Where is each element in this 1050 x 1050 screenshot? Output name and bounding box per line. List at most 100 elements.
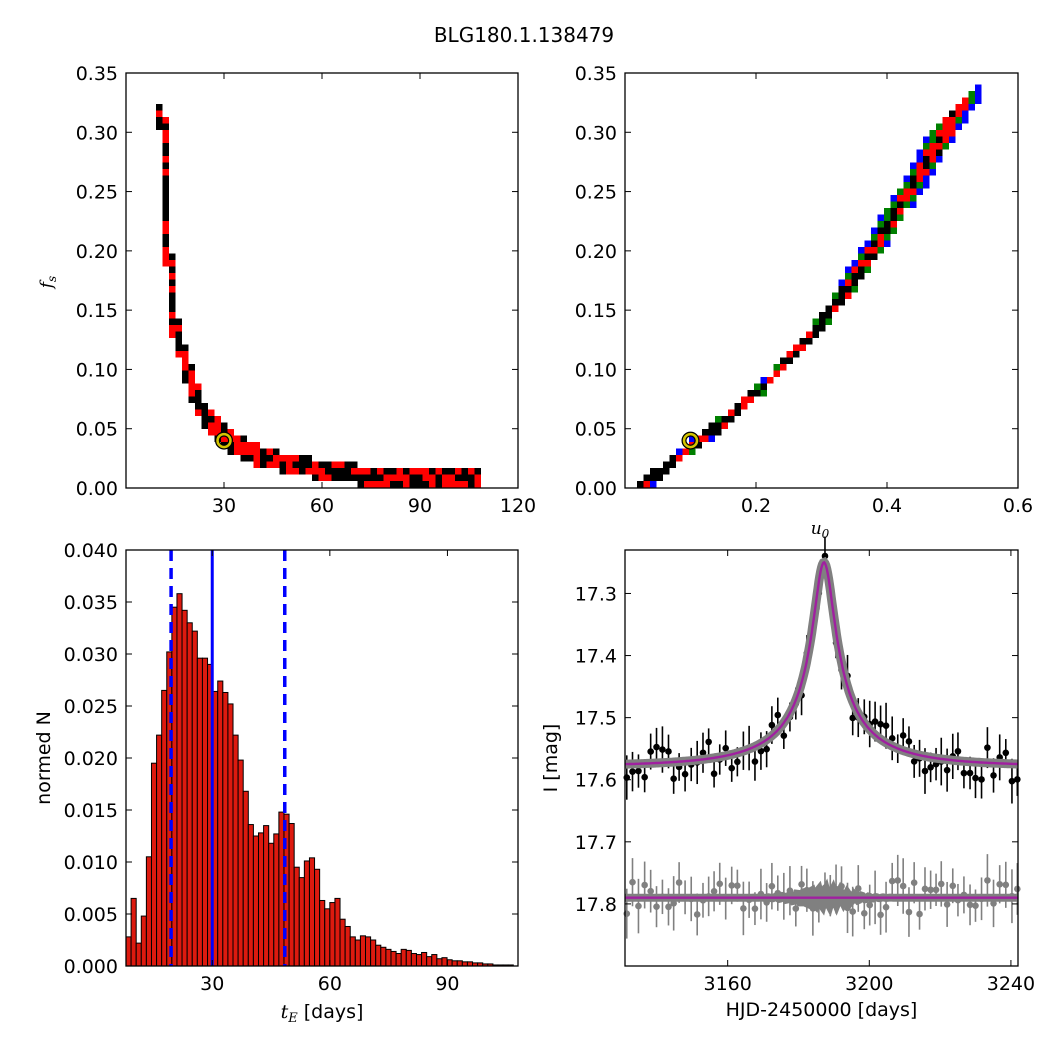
heatmap-cell — [195, 396, 202, 403]
histogram-bar — [308, 857, 316, 967]
heatmap-cell — [169, 331, 176, 338]
heatmap-cell — [884, 227, 891, 234]
heatmap-cell — [721, 422, 728, 429]
histogram-bar — [273, 833, 280, 967]
heatmap-cell — [910, 188, 917, 195]
heatmap-cell — [403, 481, 410, 488]
panel-te-histogram: 30 60 900.0000.0050.0100.0150.0200.0250.03… — [33, 540, 519, 1026]
y-tick-label: 0.05 — [76, 419, 118, 441]
heatmap-cell — [929, 149, 936, 156]
heatmap-cell — [162, 149, 169, 156]
heatmap-cell — [942, 117, 949, 124]
heatmap-cell — [312, 461, 319, 468]
histogram-bar — [125, 936, 132, 967]
heatmap-cell — [188, 370, 195, 377]
heatmap-cell — [955, 123, 962, 130]
heatmap-cell — [949, 130, 956, 137]
heatmap-cell — [331, 474, 338, 481]
histogram-bar — [298, 877, 305, 967]
heatmap-cell — [169, 260, 176, 267]
heatmap-cell — [936, 123, 943, 130]
heatmap-cell — [942, 143, 949, 150]
histogram-bar — [385, 948, 392, 967]
heatmap-cell — [182, 351, 189, 358]
heatmap-cell — [344, 474, 351, 481]
heatmap-cell — [871, 234, 878, 241]
y-tick-label: 0.00 — [575, 478, 617, 500]
heatmap-cell — [916, 169, 923, 176]
heatmap-cell — [325, 468, 332, 475]
heatmap-cell — [234, 448, 241, 455]
heatmap-cell — [916, 149, 923, 156]
heatmap-cell — [208, 409, 215, 416]
plot-frame — [624, 72, 1019, 489]
heatmap-cell — [858, 273, 865, 280]
heatmap-cell — [253, 448, 260, 455]
heatmap-cell — [162, 130, 169, 137]
heatmap-cell — [890, 227, 897, 234]
heatmap-cell — [929, 169, 936, 176]
heatmap-cell — [214, 429, 221, 436]
heatmap-cell — [169, 253, 176, 260]
heatmap-cell — [240, 435, 247, 442]
heatmap-cell — [364, 481, 371, 488]
histogram-bar — [400, 948, 407, 967]
heatmap-cell — [799, 338, 806, 345]
heatmap-cell — [975, 84, 982, 91]
heatmap-cell — [754, 390, 761, 397]
heatmap-cell — [383, 468, 390, 475]
heatmap-cell — [832, 292, 839, 299]
heatmap-cell — [182, 364, 189, 371]
heatmap-cell — [442, 474, 449, 481]
heatmap-cell — [409, 481, 416, 488]
heatmap-cell — [175, 331, 182, 338]
heatmap-cell — [955, 104, 962, 111]
y-tick-label: 0.15 — [575, 300, 617, 322]
heatmap-cell — [429, 474, 436, 481]
histogram-bar — [130, 897, 137, 967]
heatmap-cell — [286, 461, 293, 468]
heatmap-cell — [318, 468, 325, 475]
heatmap-cell — [656, 468, 663, 475]
heatmap-cell — [169, 292, 176, 299]
heatmap-cell — [266, 461, 273, 468]
heatmap-cell — [936, 156, 943, 163]
heatmap-cell — [897, 208, 904, 215]
heatmap-cell — [734, 403, 741, 410]
heatmap-cell — [175, 325, 182, 332]
heatmap-cell — [169, 305, 176, 312]
y-axis-label-subscript: s — [45, 276, 59, 282]
heatmap-cell — [188, 364, 195, 371]
heatmap-cell — [747, 390, 754, 397]
heatmap-cell — [832, 299, 839, 306]
heatmap-cell — [819, 325, 826, 332]
histogram-bar — [319, 899, 326, 967]
heatmap-cell — [299, 468, 306, 475]
heatmap-cell — [273, 448, 280, 455]
heatmap-cell — [663, 461, 670, 468]
x-tick-label: 120 — [500, 495, 536, 517]
heatmap-cell — [162, 169, 169, 176]
histogram-bar — [375, 944, 382, 967]
heatmap-cell — [253, 442, 260, 449]
heatmap-cell — [929, 130, 936, 137]
heatmap-cell — [357, 468, 364, 475]
heatmap-cell — [162, 214, 169, 221]
heatmap-cell — [344, 461, 351, 468]
heatmap-cell — [461, 468, 468, 475]
heatmap-cell — [702, 435, 709, 442]
heatmap-cell — [825, 312, 832, 319]
heatmap-cell — [312, 468, 319, 475]
histogram-bar — [247, 824, 254, 967]
heatmap-cell — [728, 416, 735, 423]
heatmap-cell — [949, 136, 956, 143]
heatmap-cell — [858, 253, 865, 260]
histogram-bar — [227, 703, 234, 967]
heatmap-cell — [169, 279, 176, 286]
heatmap-cell — [871, 227, 878, 234]
heatmap-cell — [195, 409, 202, 416]
heatmap-cell — [825, 305, 832, 312]
heatmap-cell — [162, 117, 169, 124]
heatmap-cell — [325, 461, 332, 468]
y-tick-label: 0.20 — [575, 241, 617, 263]
